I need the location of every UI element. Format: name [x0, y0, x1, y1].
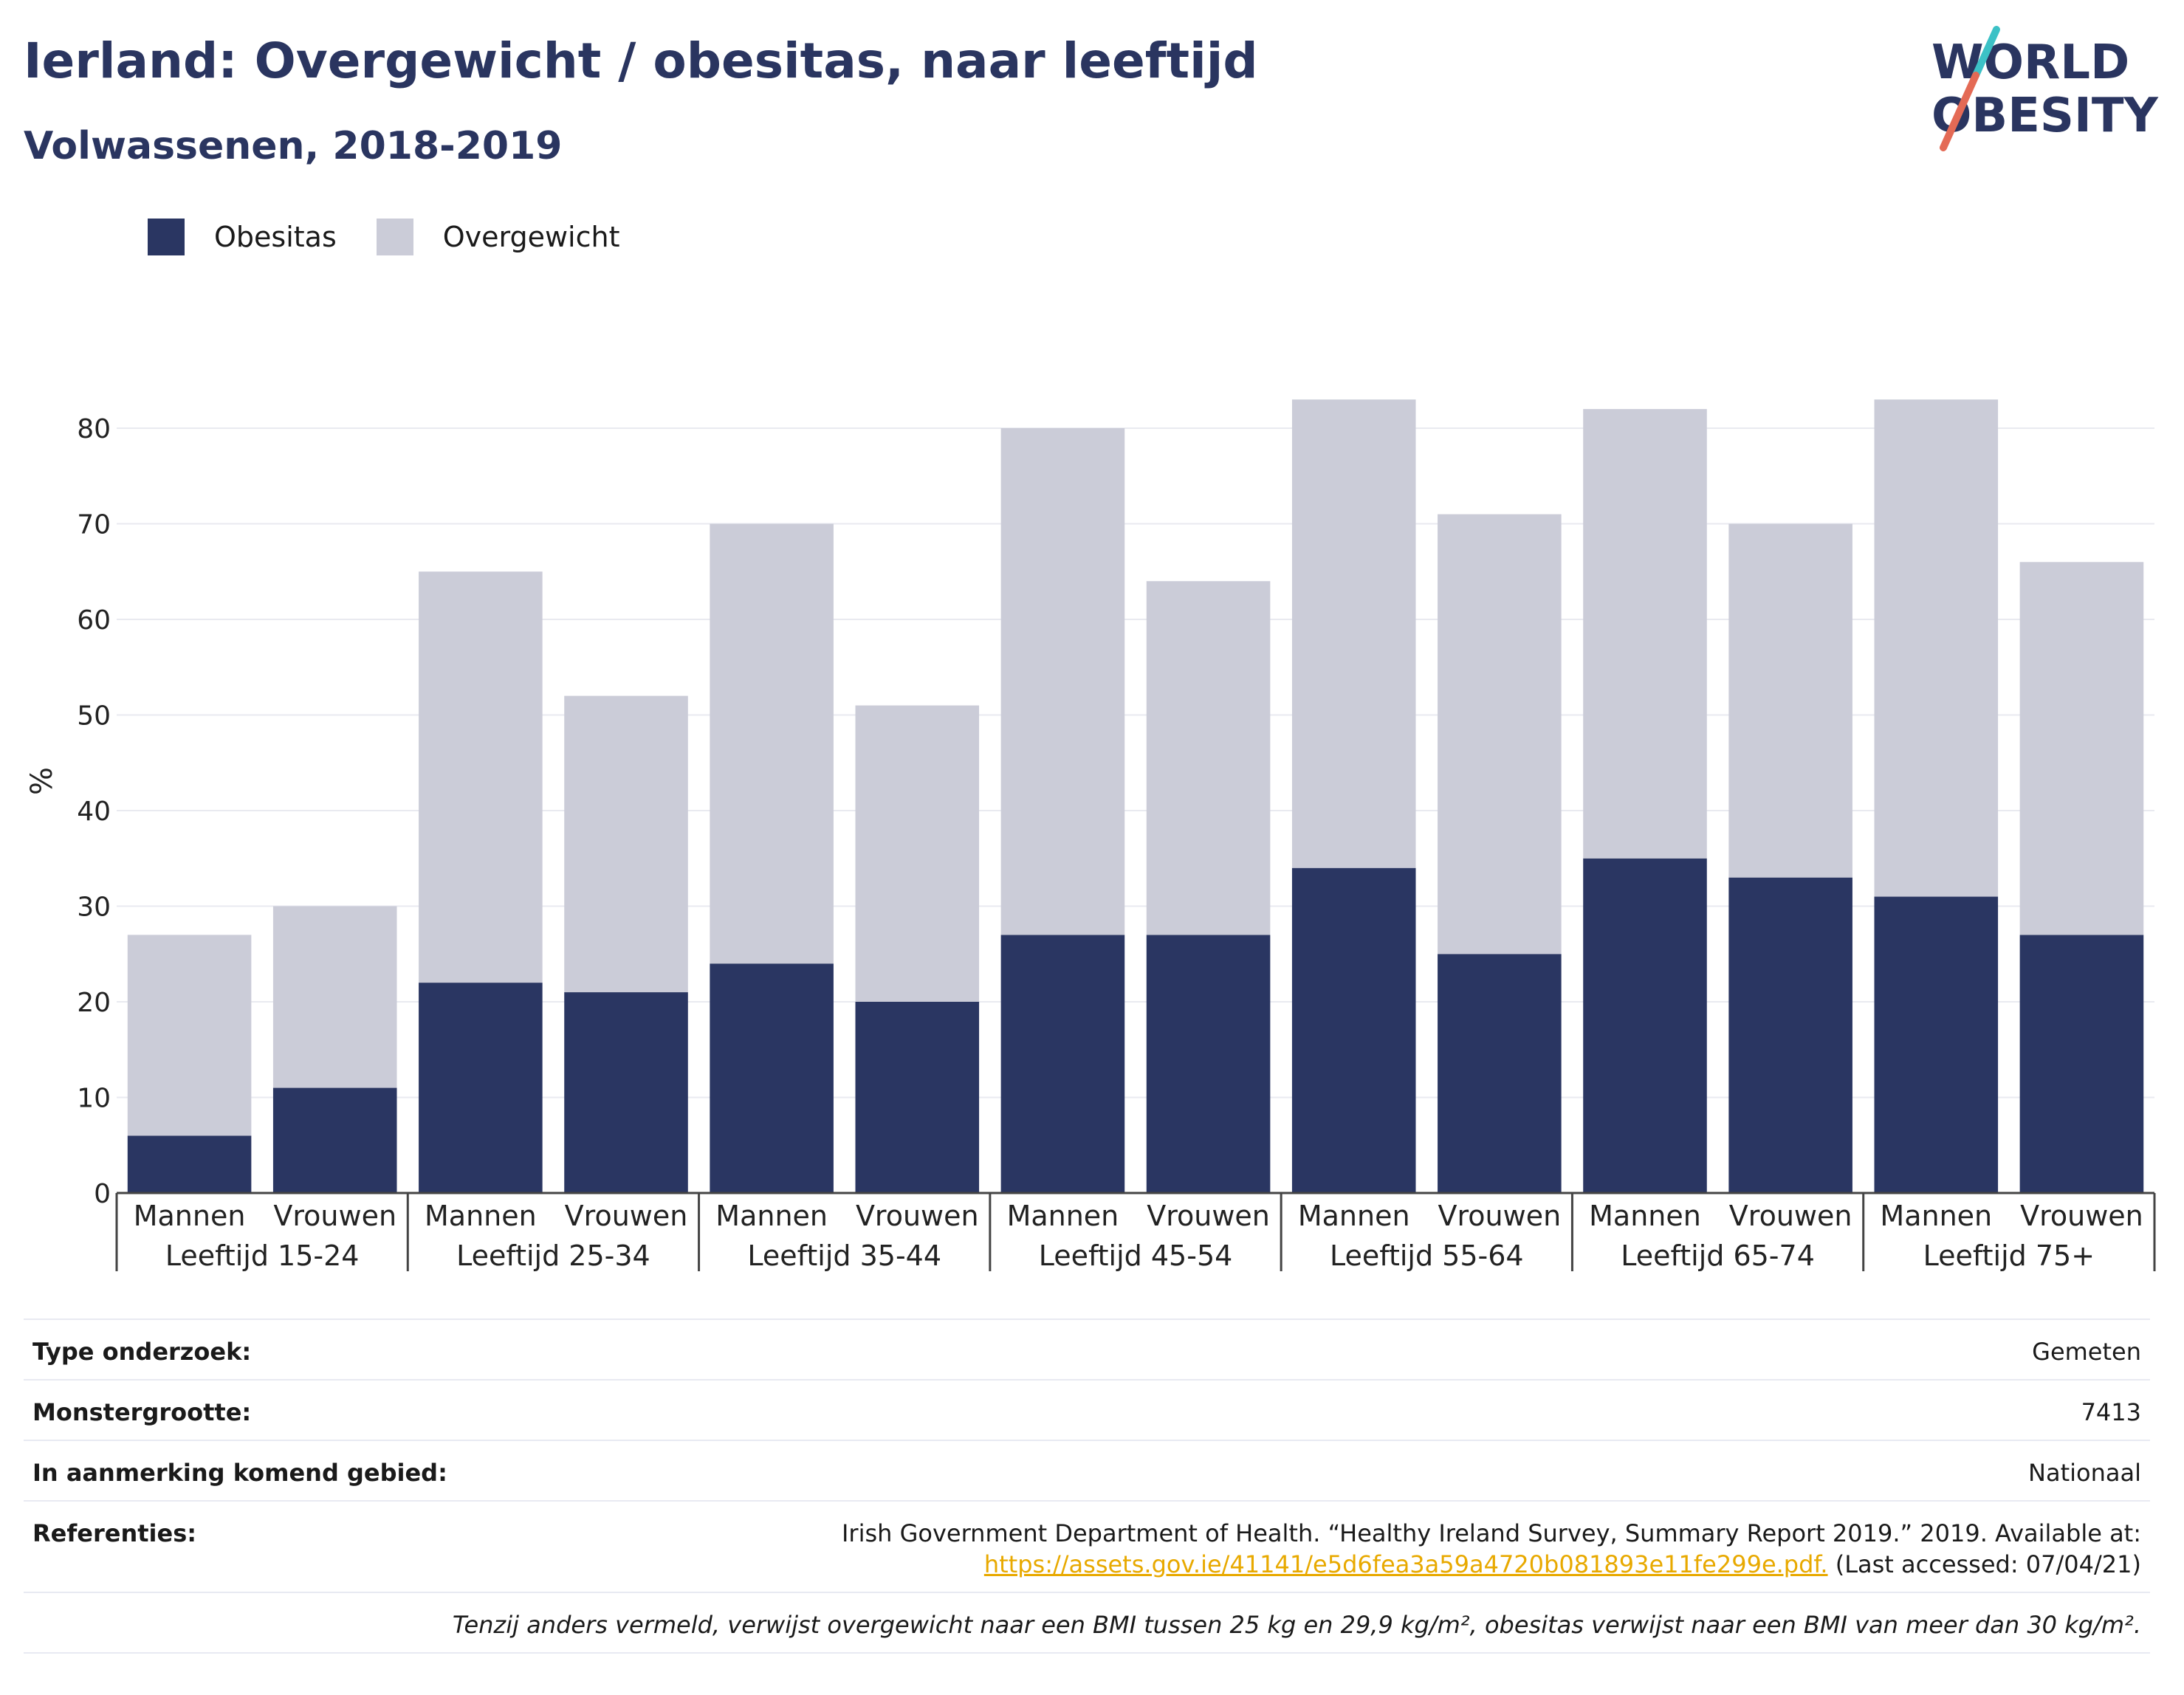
- x-tick-label: Mannen: [1589, 1200, 1701, 1232]
- bar-obesitas-4[interactable]: [710, 963, 834, 1193]
- legend-label-obesitas: Obesitas: [214, 221, 337, 253]
- bar-obesitas-5[interactable]: [855, 1002, 980, 1193]
- group-label: Leeftijd 35-44: [747, 1240, 941, 1272]
- y-tick-label: 40: [77, 797, 111, 827]
- legend: Obesitas Overgewicht: [148, 219, 660, 255]
- x-tick-label: Vrouwen: [1438, 1200, 1562, 1232]
- bar-obesitas-9[interactable]: [1438, 954, 1562, 1193]
- group-label: Leeftijd 55-64: [1330, 1240, 1524, 1272]
- legend-swatch-obesitas: [148, 219, 185, 255]
- info-row-area: In aanmerking komend gebied: Nationaal: [24, 1440, 2150, 1500]
- bar-obesitas-8[interactable]: [1291, 867, 1416, 1193]
- chart-subtitle: Volwassenen, 2018-2019: [24, 124, 563, 168]
- group-label: Leeftijd 75+: [1923, 1240, 2095, 1272]
- info-row-footnote: Tenzij anders vermeld, verwijst overgewi…: [24, 1592, 2150, 1654]
- bar-overgewicht-13[interactable]: [2019, 562, 2144, 935]
- y-tick-label: 20: [77, 988, 111, 1018]
- x-tick-label: Vrouwen: [856, 1200, 979, 1232]
- bar-obesitas-7[interactable]: [1146, 935, 1271, 1193]
- type-label: Type onderzoek:: [32, 1338, 252, 1366]
- x-tick-label: Mannen: [715, 1200, 828, 1232]
- references-label: Referenties:: [32, 1519, 197, 1547]
- bar-overgewicht-10[interactable]: [1583, 409, 1707, 859]
- bar-overgewicht-1[interactable]: [272, 906, 397, 1088]
- y-axis-label: %: [25, 767, 59, 795]
- y-tick-label: 70: [77, 510, 111, 540]
- group-label: Leeftijd 65-74: [1621, 1240, 1815, 1272]
- legend-swatch-overgewicht: [376, 219, 413, 255]
- sample-label: Monstergrootte:: [32, 1398, 252, 1426]
- x-tick-label: Vrouwen: [565, 1200, 688, 1232]
- x-tick-label: Vrouwen: [1729, 1200, 1852, 1232]
- reference-accessed: (Last accessed: 07/04/21): [1827, 1550, 2141, 1578]
- bar-overgewicht-2[interactable]: [419, 571, 543, 983]
- type-value: Gemeten: [2032, 1338, 2141, 1366]
- bar-obesitas-6[interactable]: [1000, 935, 1125, 1193]
- y-tick-label: 10: [77, 1084, 111, 1114]
- bar-obesitas-13[interactable]: [2019, 935, 2144, 1193]
- y-tick-label: 0: [94, 1179, 111, 1209]
- area-label: In aanmerking komend gebied:: [32, 1459, 447, 1487]
- world-obesity-logo: WORLD OBESITY: [1931, 26, 2158, 151]
- info-row-references: Referenties: Irish Government Department…: [24, 1500, 2150, 1592]
- bar-overgewicht-8[interactable]: [1291, 399, 1416, 868]
- bar-overgewicht-3[interactable]: [564, 695, 688, 993]
- x-tick-label: Vrouwen: [273, 1200, 396, 1232]
- reference-text: Irish Government Department of Health. “…: [841, 1519, 2141, 1547]
- reference-link[interactable]: https://assets.gov.ie/41141/e5d6fea3a59a…: [983, 1550, 1828, 1578]
- legend-item-overgewicht[interactable]: Overgewicht: [376, 219, 620, 255]
- group-label: Leeftijd 15-24: [165, 1240, 360, 1272]
- y-tick-label: 80: [77, 414, 111, 444]
- bar-obesitas-10[interactable]: [1583, 858, 1707, 1193]
- group-label: Leeftijd 45-54: [1039, 1240, 1233, 1272]
- bar-overgewicht-12[interactable]: [1874, 399, 1999, 897]
- references-value: Irish Government Department of Health. “…: [842, 1518, 2141, 1580]
- bar-overgewicht-5[interactable]: [855, 705, 980, 1002]
- sample-value: 7413: [2081, 1398, 2141, 1426]
- logo-slash-teal: [1972, 26, 2000, 79]
- x-tick-label: Vrouwen: [1147, 1200, 1270, 1232]
- group-label: Leeftijd 25-34: [456, 1240, 650, 1272]
- logo-slash-coral: [1940, 72, 1979, 151]
- x-tick-label: Mannen: [425, 1200, 537, 1232]
- y-tick-label: 30: [77, 893, 111, 923]
- info-row-sample: Monstergrootte: 7413: [24, 1379, 2150, 1440]
- x-tick-label: Mannen: [1298, 1200, 1410, 1232]
- bar-overgewicht-4[interactable]: [710, 523, 834, 964]
- y-tick-label: 50: [77, 701, 111, 732]
- area-value: Nationaal: [2028, 1459, 2141, 1487]
- x-tick-label: Mannen: [1880, 1200, 1992, 1232]
- info-row-type: Type onderzoek: Gemeten: [24, 1318, 2150, 1379]
- x-tick-label: Vrouwen: [2020, 1200, 2143, 1232]
- bar-overgewicht-0[interactable]: [127, 935, 252, 1136]
- bar-obesitas-11[interactable]: [1728, 877, 1852, 1193]
- bar-obesitas-2[interactable]: [419, 983, 543, 1193]
- bar-obesitas-0[interactable]: [127, 1135, 252, 1193]
- y-tick-label: 60: [77, 605, 111, 636]
- bar-obesitas-3[interactable]: [564, 992, 688, 1193]
- legend-label-overgewicht: Overgewicht: [442, 221, 620, 253]
- chart-title: Ierland: Overgewicht / obesitas, naar le…: [24, 32, 1258, 89]
- x-tick-label: Mannen: [134, 1200, 246, 1232]
- bar-overgewicht-11[interactable]: [1728, 523, 1852, 878]
- bar-overgewicht-9[interactable]: [1438, 514, 1562, 955]
- logo-line-1: WORLD: [1931, 35, 2129, 90]
- legend-item-obesitas[interactable]: Obesitas: [148, 219, 337, 255]
- footnote: Tenzij anders vermeld, verwijst overgewi…: [452, 1611, 2141, 1639]
- info-table: Type onderzoek: Gemeten Monstergrootte: …: [24, 1318, 2150, 1654]
- bar-obesitas-12[interactable]: [1874, 896, 1999, 1193]
- stacked-bar-chart: 0 10 20 30 40 50 60 70 80% Mannen Vrouwen Mannen Vro…: [25, 399, 2156, 1272]
- bar-overgewicht-7[interactable]: [1146, 581, 1271, 935]
- bar-obesitas-1[interactable]: [272, 1087, 397, 1193]
- x-tick-label: Mannen: [1007, 1200, 1119, 1232]
- bar-overgewicht-6[interactable]: [1000, 428, 1125, 935]
